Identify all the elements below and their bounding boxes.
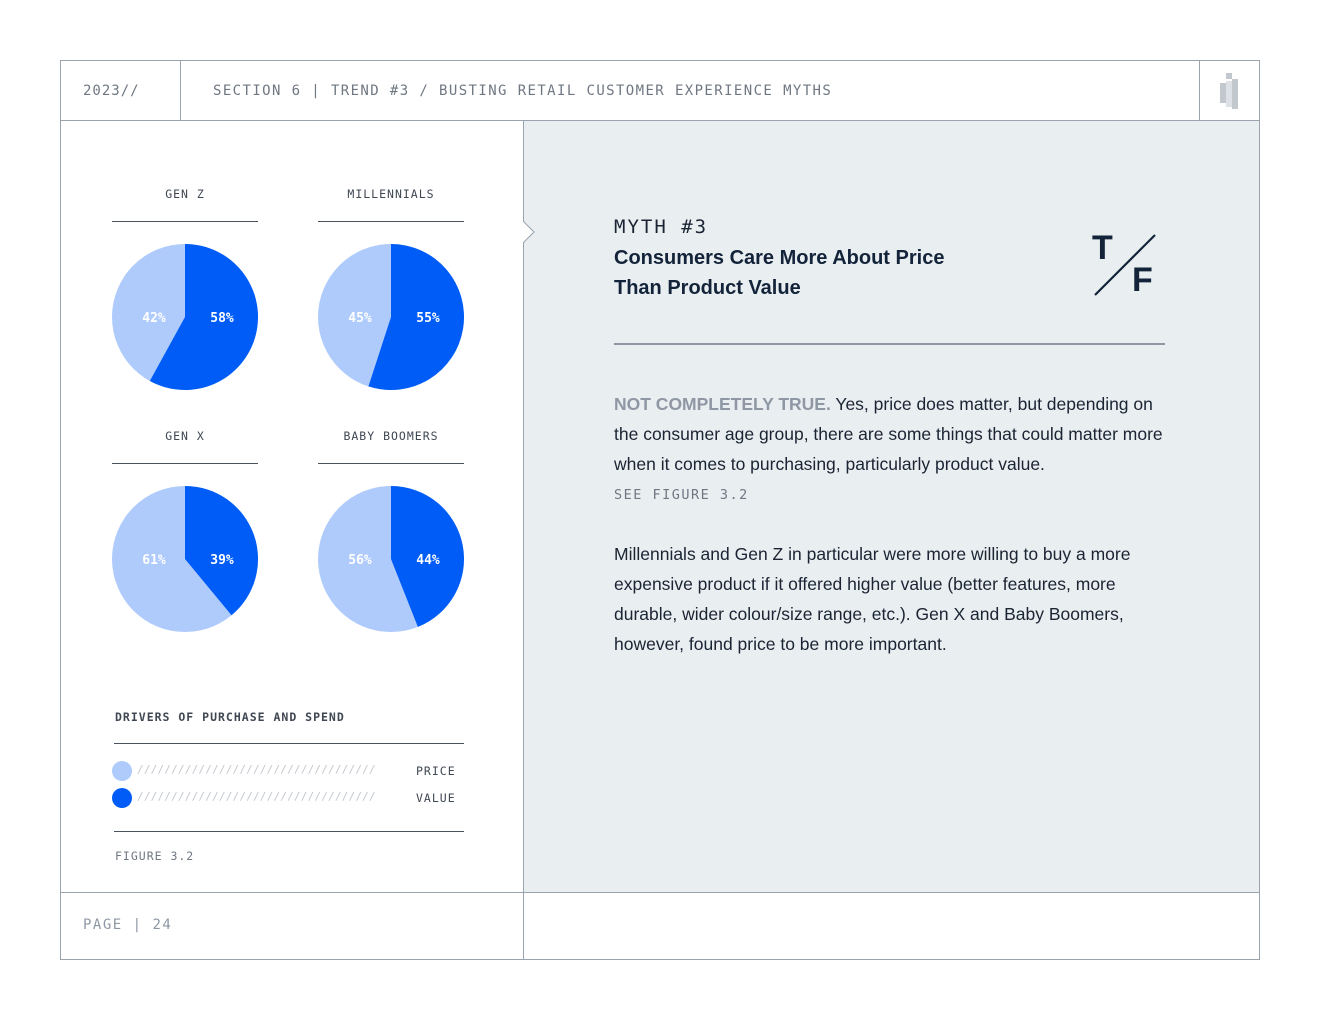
myth-title: Consumers Care More About Price Than Pro… [614,247,945,299]
pie-title-rule [112,221,258,222]
pie-chart: 58% 42% [112,244,258,390]
pie-title: BABY BOOMERS [343,429,439,443]
page-header: 2023// SECTION 6 | TREND #3 / BUSTING RE… [61,61,1259,121]
pie-title: GEN X [165,429,205,443]
legend-item-value: /////////////////////////////////// VALU… [112,788,464,808]
pie-slice-value [368,244,464,390]
pie-gen-x: GEN X 39% 61% [112,429,258,632]
myth-paragraph-1: NOT COMPLETELY TRUE. Yes, price does mat… [614,389,1174,479]
true-false-icon: T F [1092,231,1156,297]
page-frame: 2023// SECTION 6 | TREND #3 / BUSTING RE… [60,60,1260,960]
legend-label-value: VALUE [416,791,456,805]
legend-divider [114,831,464,832]
brand-logo-box [1199,61,1259,121]
footer-left: PAGE | 24 [61,892,524,959]
pie-label-price: 56% [348,553,372,568]
pie-slice-value [185,486,258,616]
pie-slice-value [149,244,258,390]
legend-hatch: /////////////////////////////////// [137,790,376,803]
header-breadcrumb: SECTION 6 | TREND #3 / BUSTING RETAIL CU… [213,83,833,99]
pie-title: GEN Z [165,187,205,201]
pie-chart: 44% 56% [318,486,464,632]
pie-chart: 39% 61% [112,486,258,632]
pie-title-rule [112,463,258,464]
myth-paragraph-2: Millennials and Gen Z in particular were… [614,544,1131,654]
pie-label-value: 39% [210,553,234,568]
legend-title: DRIVERS OF PURCHASE AND SPEND [115,710,345,724]
legend-item-price: /////////////////////////////////// PRIC… [112,761,464,781]
footer-right [524,892,1259,959]
page-number: PAGE | 24 [83,917,173,933]
pie-label-value: 55% [416,311,440,326]
verdict-lead: NOT COMPLETELY TRUE. [614,394,831,414]
myth-divider [614,343,1165,345]
pie-label-price: 61% [142,553,166,568]
figure-caption: FIGURE 3.2 [115,849,195,863]
pie-label-value: 44% [416,553,440,568]
header-year: 2023// [61,61,181,121]
pie-label-price: 42% [142,311,166,326]
true-letter: T [1092,231,1113,267]
chart-panel: GEN Z 58% 42% MILLENNIALS 55% 45% GEN X 39… [61,121,524,892]
pie-millennials: MILLENNIALS 55% 45% [318,187,464,390]
legend-divider [114,743,464,744]
value-swatch [112,788,132,808]
price-swatch [112,761,132,781]
pie-gen-z: GEN Z 58% 42% [112,187,258,390]
pie-label-price: 45% [348,311,372,326]
pie-baby-boomers: BABY BOOMERS 44% 56% [318,429,464,632]
brand-logo-icon [1220,73,1238,109]
pie-title-rule [318,221,464,222]
myth-panel: MYTH #3 Consumers Care More About Price … [523,121,1259,892]
pie-chart: 55% 45% [318,244,464,390]
panel-notch [523,221,535,243]
pie-label-value: 58% [210,311,234,326]
pie-title: MILLENNIALS [347,187,435,201]
false-letter: F [1132,261,1153,297]
figure-reference: SEE FIGURE 3.2 [614,487,749,503]
legend-label-price: PRICE [416,764,456,778]
myth-number: MYTH #3 [614,216,709,238]
pie-title-rule [318,463,464,464]
pie-slice-value [391,486,464,627]
paragraph-1-body: Yes, price does matter, but depending on… [614,394,1163,474]
legend-hatch: /////////////////////////////////// [137,763,376,776]
